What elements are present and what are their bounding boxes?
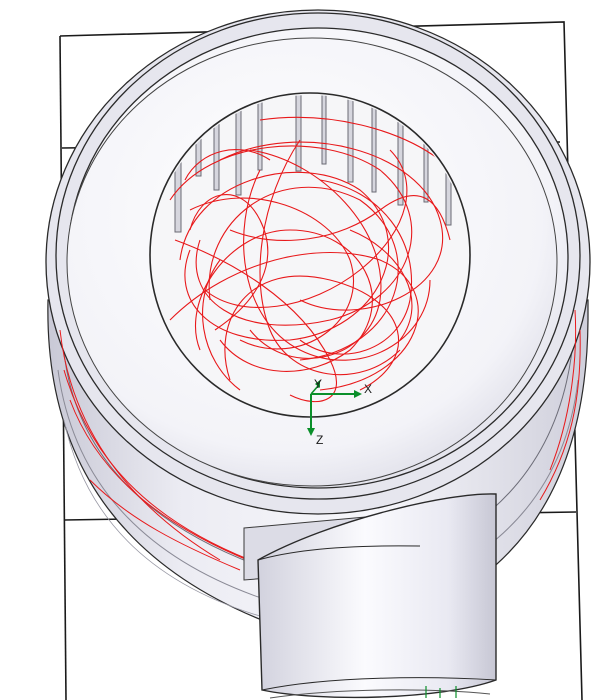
triad-z-label: Z [316,433,323,447]
outlet-pipe [243,493,497,699]
triad-x-label: X [364,382,372,396]
triad-y-label: Y [314,377,322,391]
outer-flow-trajectories [59,309,581,571]
coordinate-triad-icon: X Y Z [307,377,372,447]
flow-trajectories [169,116,451,403]
